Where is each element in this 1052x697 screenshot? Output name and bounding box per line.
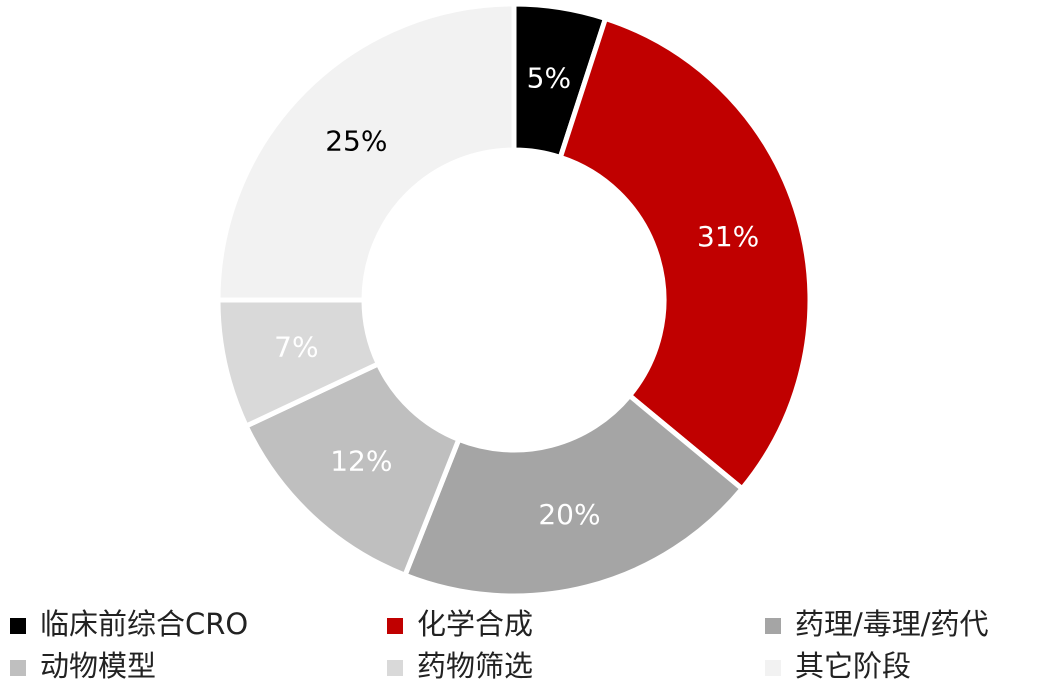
legend-label: 药物筛选: [417, 649, 533, 683]
donut-segment: [557, 15, 813, 493]
legend-label: 临床前综合CRO: [40, 607, 248, 641]
data-label: 7%: [274, 331, 318, 364]
legend-label: 其它阶段: [795, 649, 911, 683]
data-label: 20%: [538, 498, 600, 531]
legend-swatch: [387, 618, 403, 634]
data-label: 5%: [527, 62, 571, 95]
data-label: 12%: [330, 445, 392, 478]
legend-label: 化学合成: [417, 607, 533, 641]
donut-segment: [215, 1, 517, 303]
data-label: 25%: [325, 124, 387, 157]
legend-swatch: [387, 660, 403, 676]
legend-swatch: [765, 660, 781, 676]
legend-swatch: [10, 660, 26, 676]
data-label: 31%: [697, 220, 759, 253]
legend-label: 动物模型: [40, 649, 156, 683]
donut-segment: [401, 392, 746, 599]
legend-swatch: [10, 618, 26, 634]
legend-swatch: [765, 618, 781, 634]
legend-label: 药理/毒理/药代: [795, 607, 989, 641]
